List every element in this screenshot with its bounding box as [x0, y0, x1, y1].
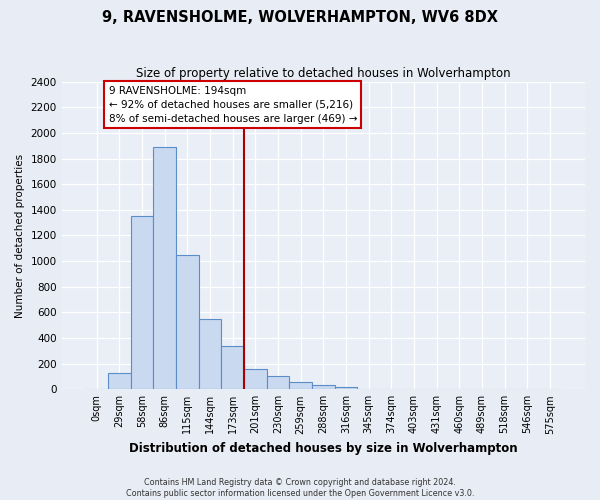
Bar: [244, 369, 266, 390]
Bar: [312, 386, 335, 390]
Bar: [154, 147, 176, 390]
X-axis label: Distribution of detached houses by size in Wolverhampton: Distribution of detached houses by size …: [129, 442, 518, 455]
Bar: [108, 374, 131, 390]
Bar: [539, 388, 561, 390]
Bar: [289, 382, 312, 390]
Bar: [358, 388, 380, 390]
Bar: [221, 346, 244, 390]
Text: Contains HM Land Registry data © Crown copyright and database right 2024.
Contai: Contains HM Land Registry data © Crown c…: [126, 478, 474, 498]
Bar: [131, 216, 154, 390]
Bar: [266, 376, 289, 390]
Bar: [335, 388, 358, 390]
Y-axis label: Number of detached properties: Number of detached properties: [15, 154, 25, 318]
Text: 9 RAVENSHOLME: 194sqm
← 92% of detached houses are smaller (5,216)
8% of semi-de: 9 RAVENSHOLME: 194sqm ← 92% of detached …: [109, 86, 357, 124]
Bar: [176, 254, 199, 390]
Text: 9, RAVENSHOLME, WOLVERHAMPTON, WV6 8DX: 9, RAVENSHOLME, WOLVERHAMPTON, WV6 8DX: [102, 10, 498, 25]
Title: Size of property relative to detached houses in Wolverhampton: Size of property relative to detached ho…: [136, 68, 511, 80]
Bar: [199, 319, 221, 390]
